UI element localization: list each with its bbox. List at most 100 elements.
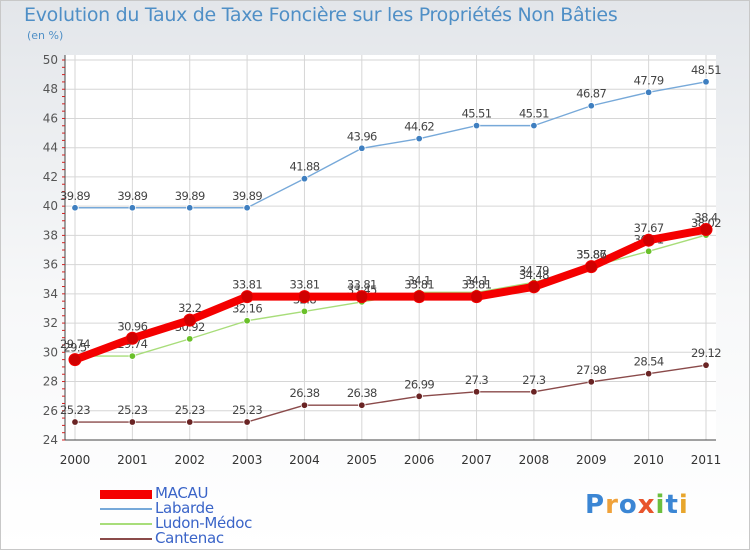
legend-swatch [100,538,152,540]
series-line-labarde [74,81,707,209]
data-label: 47.79 [634,73,664,87]
unit-label: (en %) [27,29,64,42]
y-tick-label: 34 [43,287,58,301]
data-label: 43.96 [347,129,377,143]
data-label: 26.38 [347,386,377,400]
data-point [702,361,710,369]
data-point [297,290,311,304]
data-label: 26.38 [289,386,319,400]
data-label: 39.89 [60,189,90,203]
y-tick-label: 32 [43,316,58,330]
data-point [642,233,656,247]
data-point [186,335,194,343]
y-tick-label: 46 [43,111,58,125]
data-label: 27.98 [576,363,606,377]
logo-letter: i [655,490,666,520]
data-point [240,290,254,304]
data-point [702,78,710,86]
y-tick-label: 48 [43,82,58,96]
legend-swatch [100,523,152,525]
data-label: 34.1 [408,273,431,287]
legend-label: MACAU [155,484,209,502]
data-point [530,121,538,130]
x-tick-label: 2010 [633,453,664,467]
data-label: 37.67 [634,221,664,235]
data-point [358,401,366,409]
legend-swatch [100,489,152,499]
data-label: 48.51 [691,63,721,77]
data-label: 35.86 [576,248,606,262]
data-point [300,401,309,409]
data-point [587,102,595,110]
data-point [644,88,653,96]
y-tick-label: 40 [43,199,58,213]
y-tick-label: 44 [43,141,58,155]
y-tick-label: 50 [43,53,58,67]
data-label: 32.2 [178,301,201,315]
data-point [527,280,541,294]
x-tick-label: 2002 [174,453,205,467]
data-point [128,352,137,360]
x-tick-label: 2008 [519,453,550,467]
plot-area [65,55,716,440]
data-point [125,331,139,345]
y-tick-label: 24 [43,433,58,447]
data-point [243,317,251,325]
data-point [186,204,194,212]
data-label: 29.12 [691,346,721,360]
y-tick-label: 26 [43,404,58,418]
data-label: 44.62 [404,120,434,134]
x-tick-label: 2004 [289,453,320,467]
y-tick-label: 30 [43,345,58,359]
legend-item: Cantenac [100,529,400,547]
data-label: 38.4 [694,211,717,225]
data-label: 34.79 [519,263,549,277]
data-point [71,418,79,426]
data-label: 33.81 [232,278,262,292]
legend-label: Ludon-Médoc [155,514,253,532]
data-label: 33.81 [347,278,377,292]
data-point [71,204,79,212]
data-point [186,418,194,426]
data-label: 27.3 [465,373,488,387]
data-label: 26.99 [404,377,434,391]
data-point [644,369,653,378]
y-tick-label: 42 [43,170,58,184]
logo-letter: P [585,490,606,520]
x-tick-label: 2000 [60,453,91,467]
y-tick-label: 38 [43,228,58,242]
data-point [470,290,484,304]
data-point [472,121,481,130]
data-point [415,134,423,143]
data-label: 33.81 [462,278,492,292]
legend-item: Labarde [100,499,400,517]
data-point [530,388,538,396]
x-tick-label: 2006 [404,453,435,467]
logo-letter: i [678,490,689,520]
data-label: 25.23 [175,403,205,417]
data-point [355,290,369,304]
data-point [128,204,137,212]
data-point [472,388,481,396]
y-tick-label: 28 [43,375,58,389]
logo-letter: r [605,490,619,520]
data-point [415,392,423,400]
data-point [358,144,366,152]
x-tick-label: 2001 [117,453,148,467]
legend-label: Labarde [155,499,214,517]
data-point [587,378,595,386]
legend-item: MACAU [100,484,400,502]
data-label: 45.51 [519,107,549,121]
data-point [300,307,309,316]
x-tick-label: 2007 [461,453,492,467]
data-label: 29.5 [63,341,86,355]
data-label: 28.54 [634,355,664,369]
data-label: 29.74 [60,337,90,351]
data-point [128,418,137,426]
data-label: 33.81 [404,278,434,292]
data-label: 25.23 [232,403,262,417]
logo-letter: o [618,490,638,520]
data-label: 32.16 [232,302,262,316]
data-point [243,204,251,212]
